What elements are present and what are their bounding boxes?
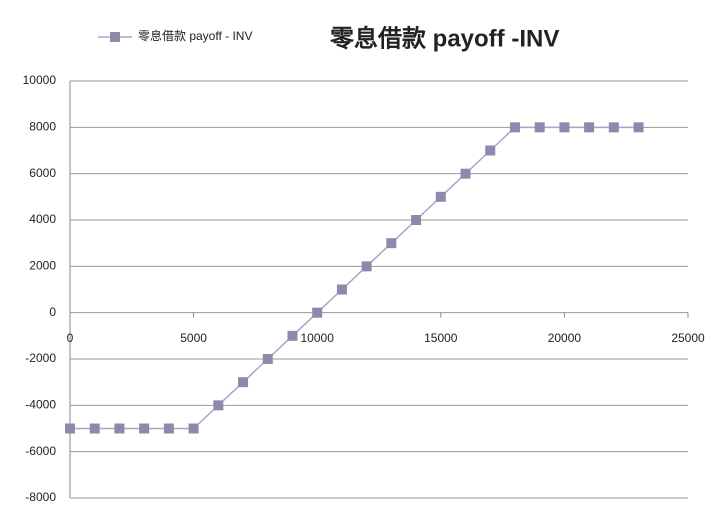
y-tick-label: 6000 <box>29 166 56 180</box>
y-tick-label: 2000 <box>29 259 56 273</box>
data-point <box>65 423 75 434</box>
data-point <box>584 122 595 133</box>
data-point <box>435 191 446 202</box>
data-point <box>238 377 249 388</box>
x-tick-label: 5000 <box>180 331 207 345</box>
y-tick-label: 0 <box>49 305 56 319</box>
data-point <box>163 423 174 434</box>
data-point <box>485 145 496 156</box>
data-point <box>361 261 372 272</box>
y-tick-label: -6000 <box>25 444 56 458</box>
x-tick-label: 25000 <box>671 331 705 345</box>
legend-label: 零息借款 payoff - INV <box>138 28 252 43</box>
data-point <box>460 168 471 179</box>
legend-marker <box>110 32 120 42</box>
x-tick-label: 0 <box>67 331 74 345</box>
data-point <box>213 400 224 411</box>
data-point <box>114 423 125 434</box>
x-tick-label: 10000 <box>301 331 335 345</box>
y-tick-label: -4000 <box>25 398 56 412</box>
data-point <box>633 122 644 133</box>
y-tick-label: -8000 <box>25 490 56 504</box>
data-point <box>534 122 545 133</box>
data-point <box>262 354 273 364</box>
x-tick-label: 20000 <box>548 331 582 345</box>
data-point <box>411 215 422 225</box>
data-point <box>188 423 199 434</box>
data-point <box>287 330 298 341</box>
data-point <box>336 284 347 295</box>
y-tick-label: -2000 <box>25 351 56 365</box>
data-point <box>608 122 619 133</box>
x-tick-label: 15000 <box>424 331 458 345</box>
data-point <box>386 238 397 249</box>
data-point <box>559 122 570 133</box>
y-tick-label: 10000 <box>23 73 57 87</box>
data-point <box>139 423 150 434</box>
data-point <box>509 122 520 133</box>
y-tick-label: 8000 <box>29 120 56 134</box>
data-point <box>89 423 100 434</box>
data-point <box>312 307 323 318</box>
y-tick-label: 4000 <box>29 212 56 226</box>
chart-title: 零息借款 payoff -INV <box>329 24 559 52</box>
